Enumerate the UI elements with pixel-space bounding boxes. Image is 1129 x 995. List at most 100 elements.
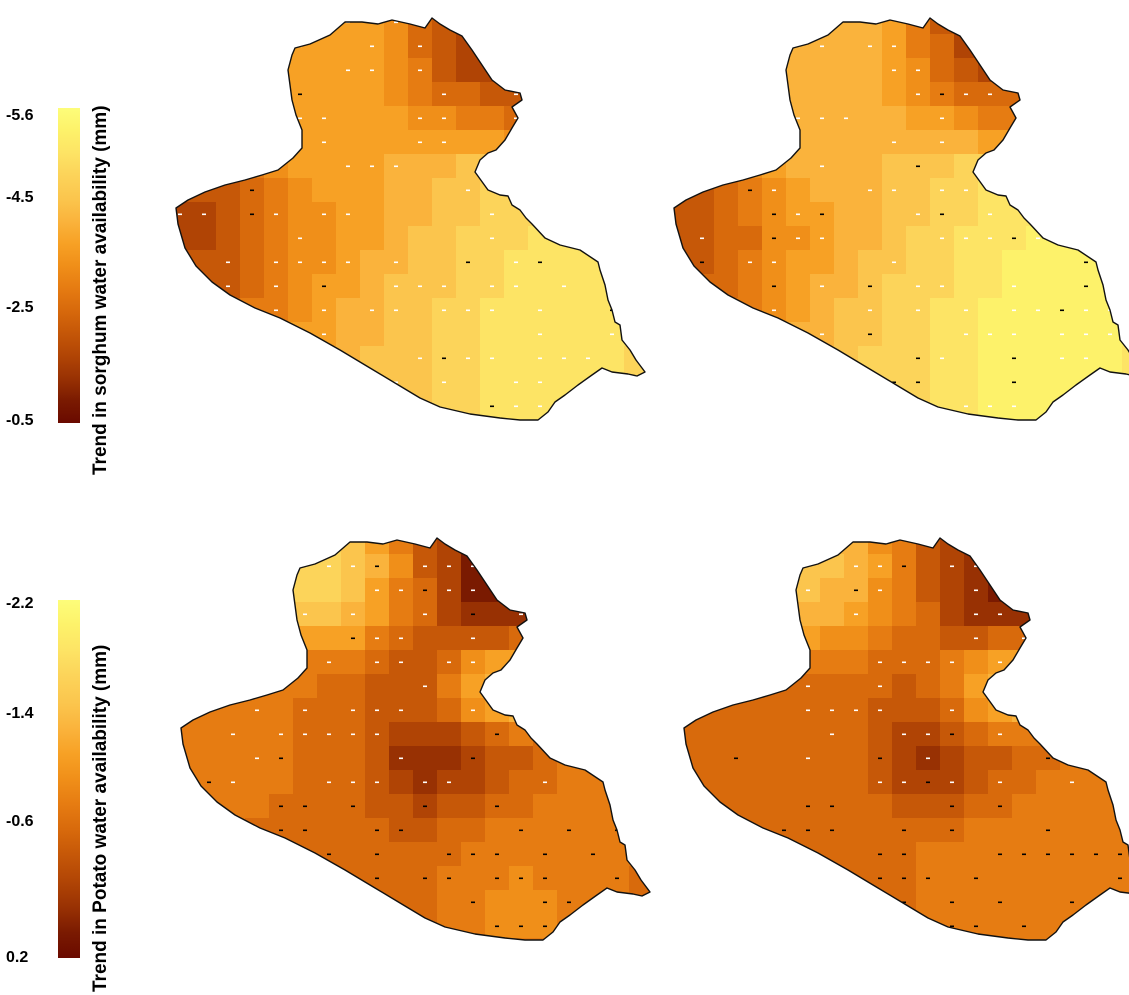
significance-marker <box>538 405 542 408</box>
grid-cell <box>240 82 265 107</box>
significance-marker <box>519 877 523 880</box>
significance-marker <box>255 661 259 664</box>
significance-marker <box>255 709 259 712</box>
grid-cell <box>714 298 739 323</box>
significance-marker <box>231 541 235 544</box>
significance-marker <box>351 950 355 952</box>
grid-cell <box>437 890 462 915</box>
grid-cell <box>786 178 811 203</box>
grid-cell <box>1060 794 1085 819</box>
grid-cell <box>748 538 773 555</box>
grid-cell <box>1108 746 1129 771</box>
grid-cell <box>192 418 217 420</box>
grid-cell <box>690 394 715 419</box>
grid-cell <box>684 674 701 699</box>
significance-marker <box>1036 69 1040 72</box>
grid-cell <box>796 722 821 747</box>
grid-cell <box>192 250 217 275</box>
grid-cell <box>389 770 414 795</box>
significance-marker <box>748 189 752 192</box>
significance-marker <box>207 925 211 928</box>
grid-cell <box>772 626 797 651</box>
significance-marker <box>686 805 690 808</box>
grid-cell <box>844 914 869 939</box>
grid-cell <box>269 698 294 723</box>
grid-cell <box>700 794 725 819</box>
grid-cell <box>360 202 385 227</box>
grid-cell <box>312 178 337 203</box>
significance-marker <box>892 381 896 384</box>
grid-cell <box>533 818 558 843</box>
grid-cell <box>288 322 313 347</box>
grid-cell <box>336 82 361 107</box>
significance-marker <box>820 21 824 24</box>
grid-cell <box>844 938 869 940</box>
grid-cell <box>978 58 1003 83</box>
significance-marker <box>274 117 278 120</box>
grid-cell <box>456 106 481 131</box>
grid-cell <box>485 818 510 843</box>
grid-cell <box>1060 674 1085 699</box>
significance-marker <box>1036 237 1040 240</box>
grid-cell <box>221 554 246 579</box>
grid-cell <box>1012 746 1037 771</box>
grid-cell <box>528 418 553 420</box>
grid-cell <box>629 578 650 603</box>
grid-cell <box>216 82 241 107</box>
grid-cell <box>1036 890 1061 915</box>
significance-marker <box>226 381 230 384</box>
grid-cell <box>834 154 859 179</box>
grid-cell <box>1026 82 1051 107</box>
significance-marker <box>782 613 786 616</box>
grid-cell <box>437 914 462 939</box>
grid-cell <box>1026 18 1051 35</box>
significance-marker <box>663 734 667 736</box>
significance-marker <box>298 333 302 336</box>
significance-marker <box>772 333 776 336</box>
grid-cell <box>264 226 289 251</box>
significance-marker <box>772 357 776 360</box>
significance-marker <box>916 357 920 360</box>
significance-marker <box>820 285 824 288</box>
significance-marker <box>231 661 235 664</box>
significance-marker <box>447 853 451 856</box>
raster-grid <box>176 18 645 420</box>
significance-marker <box>988 213 992 216</box>
significance-marker <box>1094 541 1098 544</box>
grid-cell <box>197 554 222 579</box>
significance-marker <box>902 950 906 952</box>
significance-marker <box>538 141 542 144</box>
significance-marker <box>830 877 834 880</box>
significance-marker <box>974 565 978 568</box>
significance-marker <box>686 877 690 880</box>
significance-marker <box>892 261 896 264</box>
grid-cell <box>365 746 390 771</box>
significance-marker <box>796 213 800 216</box>
significance-marker <box>543 565 547 568</box>
grid-cell <box>629 818 650 843</box>
significance-marker <box>878 661 882 664</box>
significance-marker <box>724 333 728 336</box>
significance-marker <box>303 829 307 832</box>
significance-marker <box>964 189 968 192</box>
grid-cell <box>293 866 318 891</box>
grid-cell <box>964 746 989 771</box>
significance-marker <box>519 950 523 952</box>
grid-cell <box>964 842 989 867</box>
grid-cell <box>533 746 558 771</box>
grid-cell <box>674 130 691 155</box>
grid-cell <box>264 34 289 59</box>
grid-cell <box>557 722 582 747</box>
significance-marker <box>998 661 1002 664</box>
grid-cell <box>700 650 725 675</box>
significance-marker <box>634 430 638 432</box>
significance-marker <box>226 405 230 408</box>
grid-cell <box>1012 538 1037 555</box>
grid-cell <box>509 842 534 867</box>
significance-marker <box>442 141 446 144</box>
grid-cell <box>772 698 797 723</box>
grid-cell <box>485 538 510 555</box>
grid-cell <box>528 58 553 83</box>
significance-marker <box>298 117 302 120</box>
grid-cell <box>916 890 941 915</box>
